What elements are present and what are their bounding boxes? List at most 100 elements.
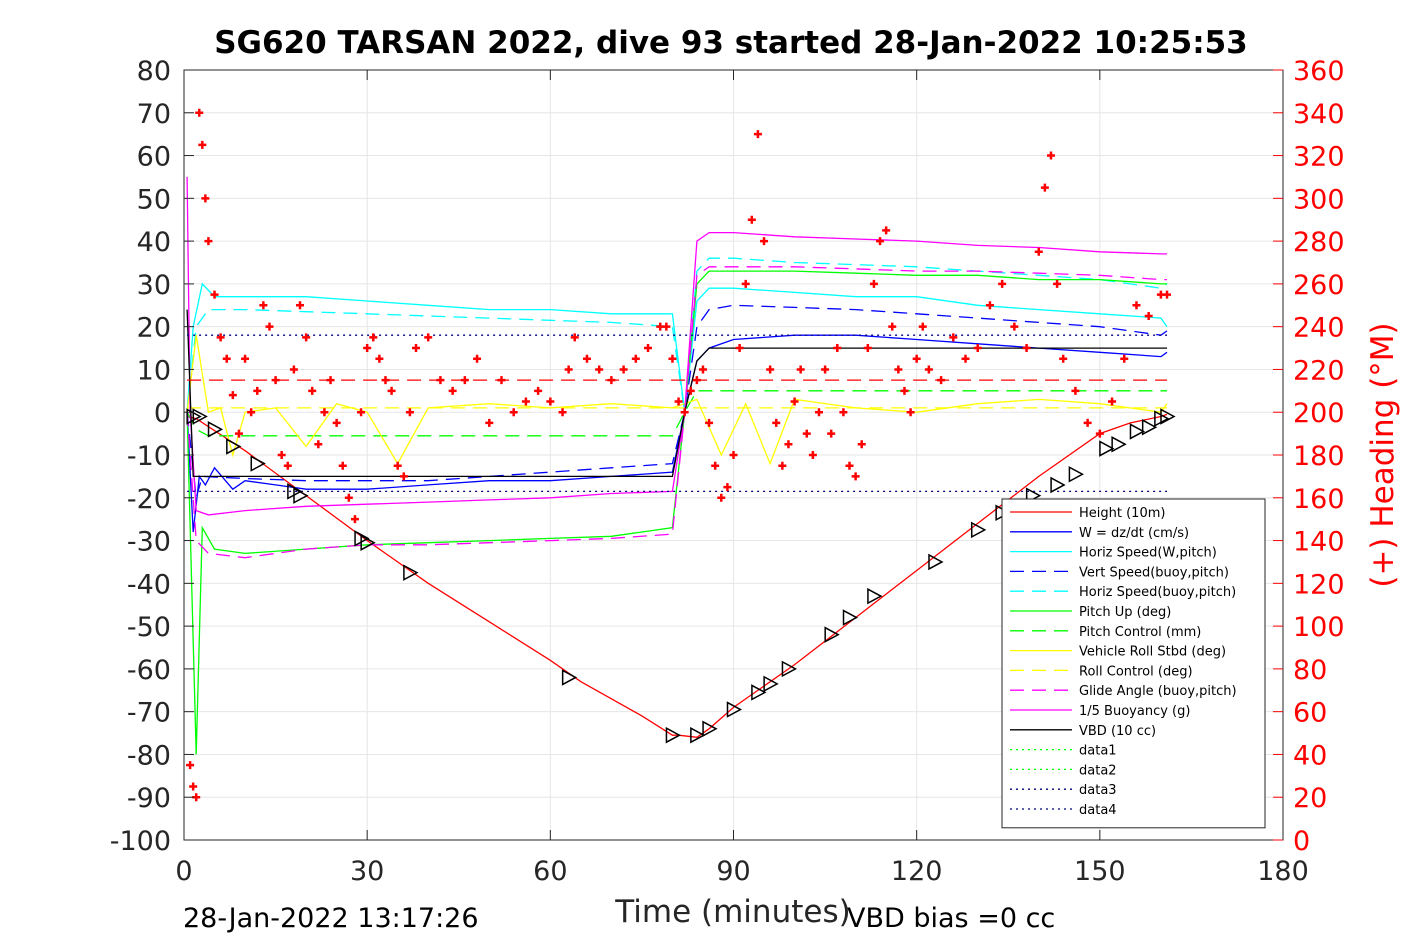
- y-tick-label: -10: [127, 441, 171, 472]
- depth-marker: [360, 534, 376, 551]
- depth-marker: [192, 408, 208, 425]
- heading-point: [705, 418, 714, 427]
- heading-point: [802, 429, 811, 438]
- heading-point: [277, 451, 286, 459]
- heading-point: [680, 408, 689, 417]
- depth-marker: [1050, 476, 1066, 494]
- heading-point: [631, 354, 640, 363]
- heading-point: [1144, 311, 1153, 320]
- y-tick-label: 50: [137, 184, 171, 215]
- heading-point: [204, 237, 213, 246]
- heading-point: [558, 408, 567, 417]
- heading-point: [729, 451, 738, 459]
- legend-label: Height (10m): [1079, 506, 1165, 521]
- legend-label: W = dz/dt (cm/s): [1079, 526, 1189, 541]
- heading-point: [509, 408, 518, 417]
- heading-point: [644, 344, 653, 353]
- heading-point: [534, 386, 543, 395]
- y-tick-label: 40: [137, 227, 171, 258]
- heading-point: [882, 226, 891, 235]
- legend-label: data1: [1079, 744, 1117, 759]
- heading-point: [201, 194, 210, 203]
- heading-point: [308, 386, 317, 395]
- x-axis-label: Time (minutes): [614, 894, 850, 930]
- heading-point: [851, 472, 860, 481]
- heading-point: [698, 365, 707, 374]
- legend-label: Vehicle Roll Stbd (deg): [1079, 645, 1226, 660]
- heading-point: [772, 418, 781, 427]
- heading-point: [448, 386, 457, 395]
- depth-marker: [702, 720, 718, 738]
- depth-marker: [867, 587, 883, 605]
- heading-point: [857, 440, 866, 449]
- heading-point: [216, 333, 225, 342]
- heading-point: [485, 418, 494, 427]
- heading-point: [760, 237, 769, 246]
- heading-point: [863, 344, 872, 353]
- heading-point: [595, 365, 604, 374]
- depth-marker: [690, 726, 706, 744]
- heading-point: [381, 376, 390, 385]
- x-tick-label: 60: [533, 856, 567, 887]
- y-tick-label: 0: [154, 398, 171, 429]
- y2-tick-label: 320: [1293, 142, 1345, 173]
- heading-point: [906, 408, 915, 417]
- legend-label: data2: [1079, 763, 1117, 778]
- heading-point: [320, 408, 329, 417]
- heading-point: [1040, 183, 1049, 192]
- legend-label: 1/5 Buoyancy (g): [1079, 704, 1190, 719]
- heading-point: [607, 376, 616, 385]
- y-tick-label: -80: [127, 740, 171, 771]
- heading-point: [412, 344, 421, 353]
- heading-point: [918, 322, 927, 331]
- heading-point: [723, 483, 732, 492]
- heading-point: [753, 130, 762, 139]
- depth-marker: [1099, 440, 1115, 457]
- depth-marker: [781, 660, 798, 678]
- y-tick-label: -50: [127, 612, 171, 643]
- depth-marker: [293, 487, 309, 504]
- legend-label: data3: [1079, 783, 1117, 798]
- heading-point: [253, 386, 262, 395]
- y2-tick-label: 360: [1293, 56, 1345, 87]
- depth-marker: [1141, 418, 1158, 436]
- series-line-5: [186, 270, 1167, 755]
- heading-point: [668, 354, 677, 363]
- y2-tick-label: 160: [1293, 484, 1345, 515]
- y-axis-right: 3603403203002802602402202001801601401201…: [1273, 56, 1345, 857]
- heading-point: [222, 354, 231, 363]
- heading-point: [363, 344, 372, 353]
- heading-point: [1046, 151, 1055, 160]
- heading-point: [375, 354, 384, 363]
- y2-tick-label: 240: [1293, 313, 1345, 344]
- series-line-10: [186, 176, 1167, 516]
- legend-box: [1001, 498, 1266, 829]
- heading-point: [1053, 279, 1062, 288]
- y2-tick-label: 0: [1293, 826, 1310, 857]
- heading-point: [582, 354, 591, 363]
- heading-point: [460, 376, 469, 385]
- depth-marker: [1111, 436, 1127, 453]
- y-tick-label: -30: [127, 527, 171, 558]
- heading-point: [1010, 322, 1019, 331]
- y2-axis-label: (+) Heading (°M): [1365, 322, 1401, 587]
- y-tick-label: -20: [127, 484, 171, 515]
- heading-point: [888, 322, 897, 331]
- heading-point: [473, 354, 482, 363]
- heading-point: [357, 408, 366, 417]
- heading-point: [833, 344, 842, 353]
- heading-point: [784, 440, 793, 449]
- y2-tick-label: 40: [1293, 740, 1327, 771]
- heading-point: [289, 365, 298, 374]
- series-line-6: [186, 390, 1167, 437]
- heading-point: [259, 301, 268, 310]
- x-tick-label: 150: [1074, 856, 1126, 887]
- heading-point: [1059, 354, 1068, 363]
- y-tick-label: -40: [127, 569, 171, 600]
- heading-point: [937, 376, 946, 385]
- y-tick-label: -100: [110, 826, 171, 857]
- y2-tick-label: 220: [1293, 355, 1345, 386]
- y2-tick-label: 140: [1293, 527, 1345, 558]
- heading-point: [766, 365, 775, 374]
